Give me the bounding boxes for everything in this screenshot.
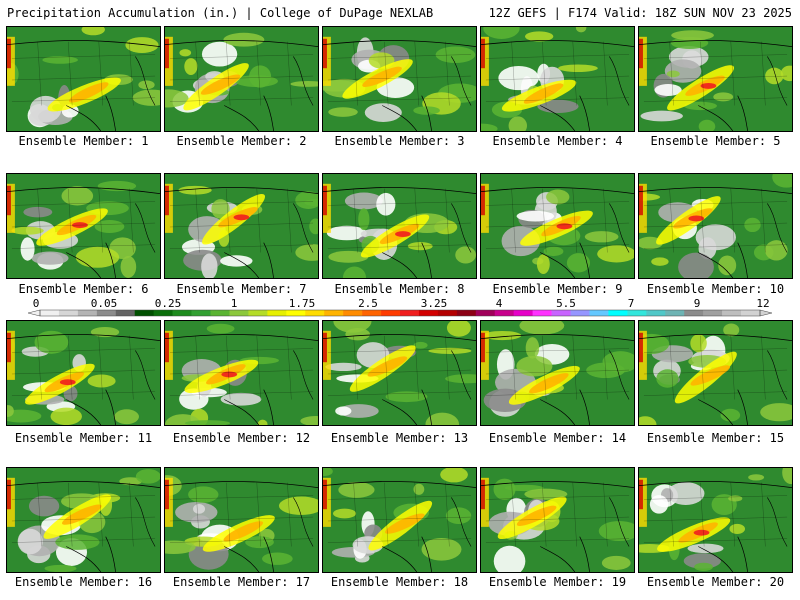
ensemble-map-panel — [322, 173, 477, 279]
ensemble-map-panel — [638, 320, 793, 426]
ensemble-map-panel — [164, 173, 319, 279]
color-scale-swatch — [286, 310, 306, 316]
color-scale-tick-label: 7 — [627, 297, 635, 310]
ensemble-map-panel — [638, 173, 793, 279]
color-scale-swatch — [191, 310, 211, 316]
color-scale-swatch — [248, 310, 268, 316]
color-scale-swatch — [381, 310, 401, 316]
ensemble-member-label: Ensemble Member: 6 — [18, 282, 149, 296]
ensemble-member-label: Ensemble Member: 20 — [646, 575, 785, 589]
color-scale-swatch — [210, 310, 230, 316]
ensemble-map-panel — [638, 26, 793, 132]
color-scale-swatch — [362, 310, 382, 316]
ensemble-member-label: Ensemble Member: 11 — [14, 431, 153, 445]
color-scale-swatch — [324, 310, 344, 316]
color-scale-swatch — [77, 310, 98, 316]
ensemble-map-panel — [6, 26, 161, 132]
color-scale-swatch — [627, 310, 647, 316]
color-scale-swatch — [229, 310, 249, 316]
color-scale-swatch — [722, 310, 742, 316]
ensemble-map-panel — [322, 26, 477, 132]
valid-time: 12Z GEFS | F174 Valid: 18Z SUN NOV 23 20… — [488, 6, 792, 20]
color-scale-swatch — [115, 310, 136, 316]
color-scale-tick-label: 1 — [230, 297, 238, 310]
color-scale-tick-label: 5.5 — [556, 297, 576, 310]
ensemble-member-label: Ensemble Member: 14 — [488, 431, 627, 445]
color-scale-swatch — [494, 310, 514, 316]
ensemble-map-panel — [480, 26, 635, 132]
ensemble-member-label: Ensemble Member: 5 — [650, 134, 781, 148]
color-scale-swatch — [608, 310, 628, 316]
color-scale-tick-label: 0 — [32, 297, 40, 310]
ensemble-member-label: Ensemble Member: 9 — [492, 282, 623, 296]
color-scale-swatch — [703, 310, 723, 316]
ensemble-member-label: Ensemble Member: 19 — [488, 575, 627, 589]
ensemble-map-panel — [480, 173, 635, 279]
color-scale-swatch — [741, 310, 761, 316]
color-scale-tick-label: 12 — [756, 297, 770, 310]
ensemble-map-panel — [6, 173, 161, 279]
color-scale-swatch — [58, 310, 79, 316]
ensemble-member-label: Ensemble Member: 12 — [172, 431, 311, 445]
ensemble-map-panel — [164, 320, 319, 426]
color-scale-swatch — [305, 310, 325, 316]
color-scale-tick-label: 0.05 — [90, 297, 118, 310]
color-scale-swatch — [40, 310, 60, 316]
color-scale-swatch — [343, 310, 363, 316]
ensemble-member-label: Ensemble Member: 7 — [176, 282, 307, 296]
color-scale-bar — [27, 309, 773, 317]
color-scale-tick-label: 4 — [495, 297, 503, 310]
ensemble-map-panel — [164, 26, 319, 132]
ensemble-map-panel — [638, 467, 793, 573]
ensemble-member-label: Ensemble Member: 1 — [18, 134, 149, 148]
ensemble-map-panel — [6, 320, 161, 426]
map-title: Precipitation Accumulation (in.) | Colle… — [7, 6, 434, 20]
ensemble-member-label: Ensemble Member: 10 — [646, 282, 785, 296]
color-scale-swatch — [513, 310, 533, 316]
color-scale-tick-label: 0.25 — [154, 297, 182, 310]
color-scale-swatch — [172, 310, 192, 316]
color-scale-tick-label: 3.25 — [420, 297, 448, 310]
ensemble-member-label: Ensemble Member: 3 — [334, 134, 465, 148]
color-scale-swatch — [134, 310, 154, 316]
color-scale-swatch — [551, 310, 571, 316]
color-scale-swatch — [96, 310, 117, 316]
color-scale-swatch — [475, 310, 496, 316]
color-scale-swatch — [153, 310, 173, 316]
color-scale-swatch — [418, 310, 439, 316]
color-scale-swatch — [646, 310, 666, 316]
ensemble-member-label: Ensemble Member: 13 — [330, 431, 469, 445]
ensemble-member-label: Ensemble Member: 17 — [172, 575, 311, 589]
ensemble-member-label: Ensemble Member: 16 — [14, 575, 153, 589]
ensemble-map-panel — [480, 467, 635, 573]
ensemble-map-panel — [480, 320, 635, 426]
color-scale-swatch — [665, 310, 685, 316]
color-scale-swatch — [437, 310, 458, 316]
color-scale-swatch — [570, 310, 590, 316]
ensemble-member-label: Ensemble Member: 18 — [330, 575, 469, 589]
ensemble-member-label: Ensemble Member: 4 — [492, 134, 623, 148]
color-scale-tick-label: 2.5 — [358, 297, 378, 310]
color-scale-swatch — [532, 310, 552, 316]
color-scale-tick-label: 9 — [693, 297, 701, 310]
ensemble-member-label: Ensemble Member: 2 — [176, 134, 307, 148]
ensemble-map-panel — [6, 467, 161, 573]
color-scale-tick-label: 1.75 — [288, 297, 316, 310]
color-scale-swatch — [589, 310, 609, 316]
color-scale-swatch — [456, 310, 477, 316]
color-scale-swatch — [400, 310, 420, 316]
ensemble-map-panel — [322, 320, 477, 426]
color-scale-swatch — [684, 310, 704, 316]
ensemble-map-panel — [322, 467, 477, 573]
ensemble-map-panel — [164, 467, 319, 573]
ensemble-member-label: Ensemble Member: 15 — [646, 431, 785, 445]
ensemble-member-label: Ensemble Member: 8 — [334, 282, 465, 296]
color-scale-swatch — [267, 310, 287, 316]
